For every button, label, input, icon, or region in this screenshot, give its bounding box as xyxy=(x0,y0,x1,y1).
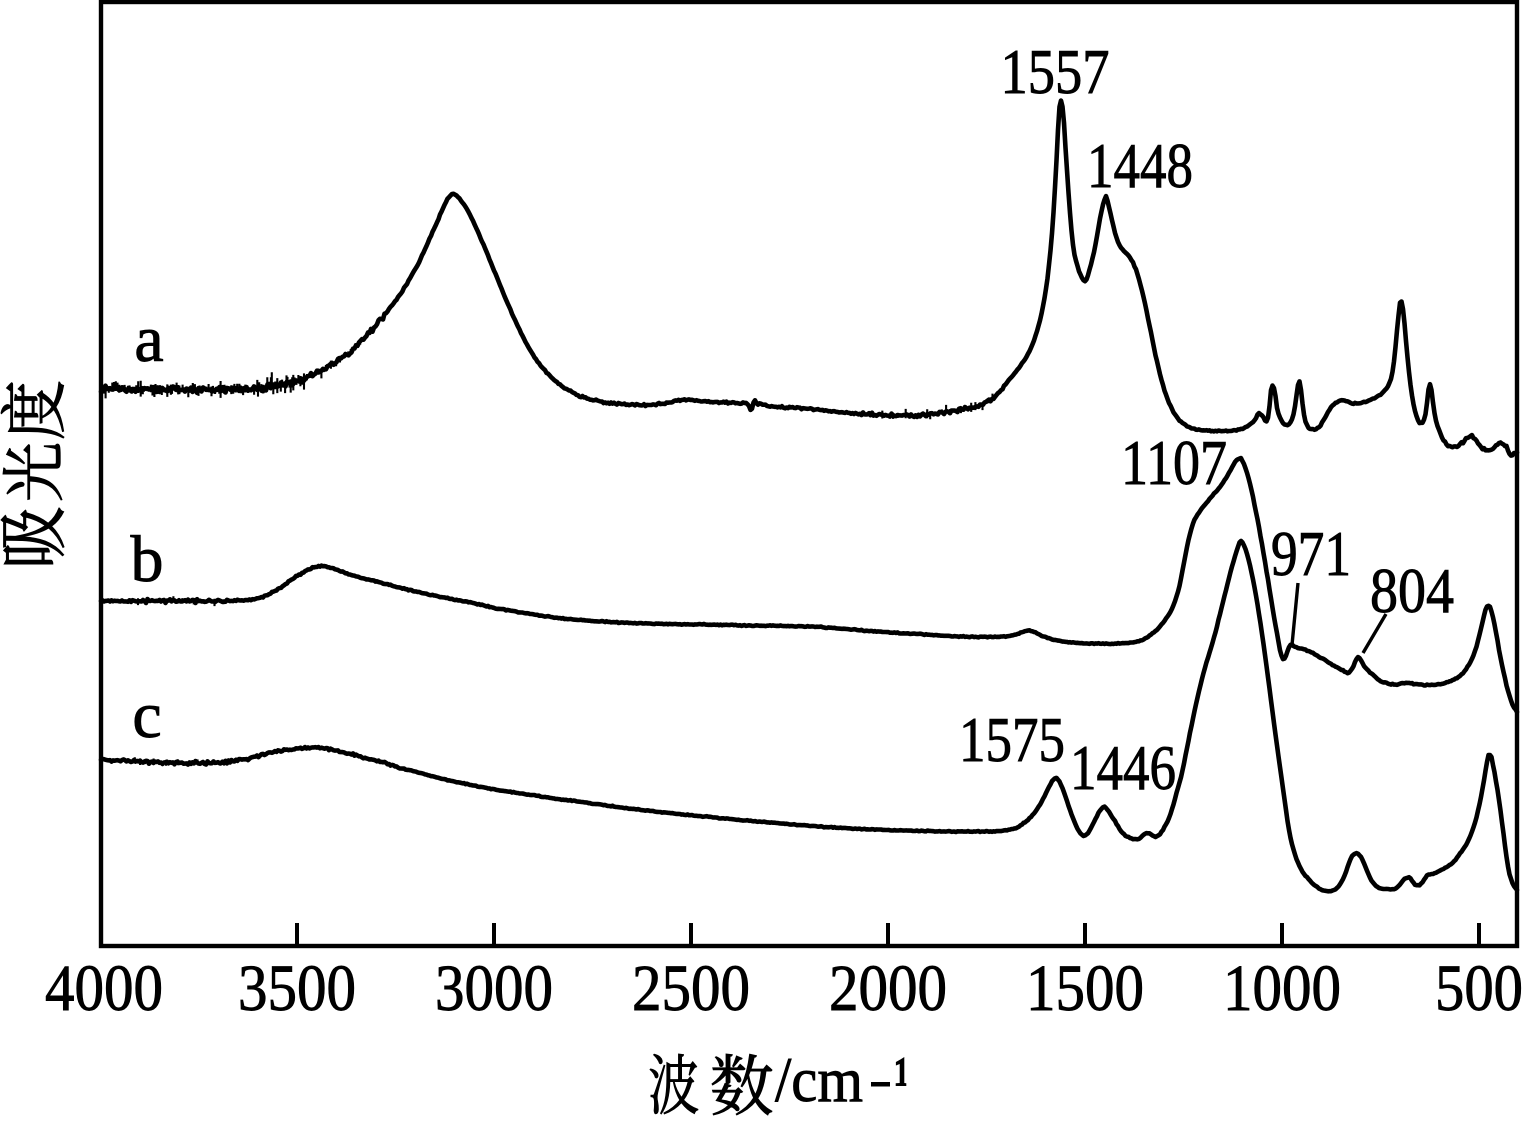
svg-text:1575: 1575 xyxy=(959,704,1065,775)
svg-text:1000: 1000 xyxy=(1223,952,1341,1025)
svg-text:c: c xyxy=(132,679,161,752)
svg-text:1557: 1557 xyxy=(1001,36,1110,107)
svg-text:4000: 4000 xyxy=(45,952,163,1025)
svg-text:1107: 1107 xyxy=(1121,427,1227,498)
svg-text:b: b xyxy=(131,523,164,596)
svg-text:/cm: /cm xyxy=(775,1044,863,1115)
svg-text:1446: 1446 xyxy=(1070,732,1176,803)
svg-text:2000: 2000 xyxy=(829,952,947,1025)
svg-text:500: 500 xyxy=(1435,952,1523,1025)
svg-text:a: a xyxy=(134,303,163,376)
svg-text:1448: 1448 xyxy=(1087,130,1193,201)
svg-text:1500: 1500 xyxy=(1026,952,1144,1025)
svg-text:3500: 3500 xyxy=(238,952,356,1025)
svg-text:971: 971 xyxy=(1271,518,1351,589)
svg-text:804: 804 xyxy=(1370,555,1454,626)
svg-text:3000: 3000 xyxy=(435,952,553,1025)
svg-text:2500: 2500 xyxy=(632,952,750,1025)
